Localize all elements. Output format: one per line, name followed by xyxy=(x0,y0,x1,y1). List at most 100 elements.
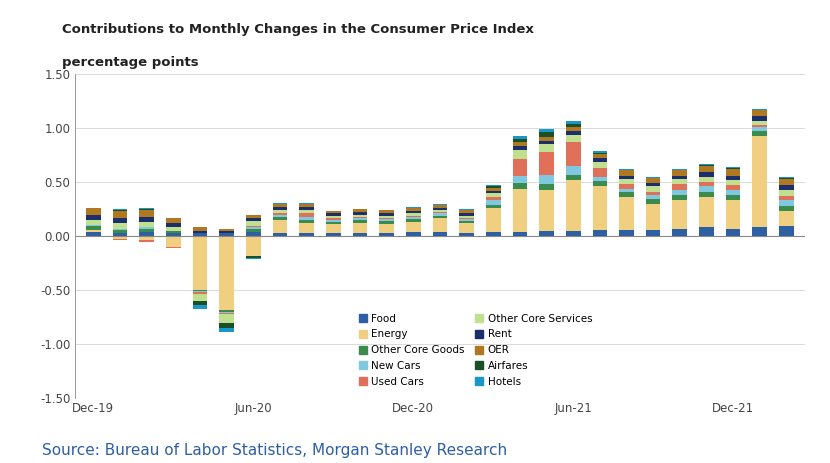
Bar xyxy=(619,184,634,188)
Bar xyxy=(300,233,314,236)
Bar xyxy=(326,218,340,220)
Bar xyxy=(272,220,287,233)
Bar xyxy=(326,220,340,222)
Bar xyxy=(219,233,234,236)
Bar xyxy=(540,144,554,152)
Bar xyxy=(193,291,208,292)
Bar xyxy=(593,154,608,158)
Bar xyxy=(166,231,181,233)
Bar xyxy=(166,247,181,248)
Bar xyxy=(353,209,367,213)
Bar xyxy=(486,205,500,208)
Bar xyxy=(432,213,447,216)
Bar xyxy=(353,220,367,223)
Bar xyxy=(432,218,447,232)
Bar xyxy=(459,218,474,219)
Bar xyxy=(566,231,580,236)
Bar xyxy=(753,120,767,125)
Bar xyxy=(699,177,714,182)
Bar xyxy=(753,131,767,136)
Bar xyxy=(646,204,661,230)
Bar xyxy=(139,222,154,227)
Bar xyxy=(779,206,793,211)
Bar xyxy=(406,207,421,208)
Bar xyxy=(699,165,714,166)
Bar xyxy=(113,209,127,210)
Bar xyxy=(513,159,527,175)
Bar xyxy=(566,166,580,175)
Bar xyxy=(540,175,554,184)
Bar xyxy=(246,256,261,258)
Bar xyxy=(725,175,740,180)
Bar xyxy=(672,170,687,175)
Bar xyxy=(379,218,394,219)
Bar xyxy=(646,236,661,237)
Bar xyxy=(193,290,208,291)
Bar xyxy=(486,208,500,232)
Bar xyxy=(113,210,127,211)
Bar xyxy=(432,216,447,218)
Bar xyxy=(326,213,340,216)
Bar xyxy=(139,217,154,222)
Bar xyxy=(219,236,234,310)
Bar xyxy=(566,124,580,127)
Bar xyxy=(459,223,474,233)
Bar xyxy=(779,185,793,190)
Bar xyxy=(353,213,367,214)
Bar xyxy=(540,152,554,175)
Bar xyxy=(86,220,100,225)
Text: Contributions to Monthly Changes in the Consumer Price Index: Contributions to Monthly Changes in the … xyxy=(62,23,535,36)
Bar xyxy=(672,200,687,229)
Bar xyxy=(779,179,793,185)
Bar xyxy=(619,179,634,184)
Bar xyxy=(432,205,447,208)
Bar xyxy=(566,127,580,131)
Bar xyxy=(166,223,181,227)
Bar xyxy=(646,187,661,192)
Bar xyxy=(646,195,661,200)
Bar xyxy=(300,217,314,220)
Bar xyxy=(193,227,208,231)
Bar xyxy=(672,229,687,236)
Bar xyxy=(779,178,793,179)
Bar xyxy=(779,196,793,200)
Bar xyxy=(646,183,661,187)
Bar xyxy=(139,208,154,209)
Bar xyxy=(725,180,740,185)
Bar xyxy=(725,190,740,195)
Bar xyxy=(753,110,767,116)
Bar xyxy=(166,218,181,223)
Bar xyxy=(113,229,127,230)
Bar xyxy=(379,233,394,236)
Bar xyxy=(779,226,793,236)
Bar xyxy=(246,226,261,227)
Bar xyxy=(486,200,500,205)
Bar xyxy=(300,204,314,207)
Bar xyxy=(326,224,340,233)
Bar xyxy=(486,188,500,191)
Bar xyxy=(326,233,340,236)
Bar xyxy=(193,236,208,290)
Bar xyxy=(513,142,527,146)
Bar xyxy=(113,233,127,236)
Bar xyxy=(193,301,208,305)
Bar xyxy=(725,168,740,169)
Bar xyxy=(326,236,340,237)
Bar xyxy=(753,136,767,227)
Bar xyxy=(699,166,714,172)
Bar xyxy=(593,168,608,177)
Bar xyxy=(432,210,447,213)
Bar xyxy=(459,209,474,210)
Bar xyxy=(113,230,127,233)
Bar xyxy=(725,229,740,236)
Bar xyxy=(753,125,767,127)
Bar xyxy=(753,116,767,120)
Bar xyxy=(86,230,100,232)
Bar xyxy=(86,226,100,230)
Bar xyxy=(272,203,287,204)
Bar xyxy=(139,227,154,229)
Bar xyxy=(486,191,500,193)
Bar xyxy=(379,221,394,224)
Bar xyxy=(725,167,740,168)
Bar xyxy=(753,127,767,131)
